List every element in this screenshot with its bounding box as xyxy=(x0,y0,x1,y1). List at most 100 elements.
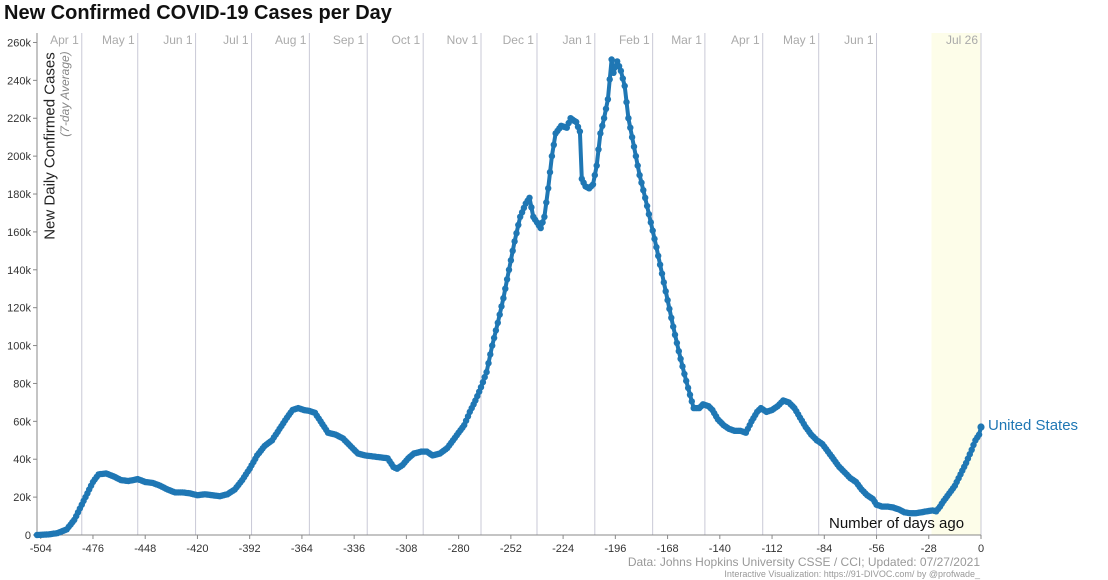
data-point xyxy=(589,181,597,188)
data-point xyxy=(502,285,509,292)
data-point xyxy=(679,363,686,370)
month-label: Jun 1 xyxy=(844,33,874,47)
data-point xyxy=(545,185,552,192)
source-note: Data: Johns Hopkins University CSSE / CC… xyxy=(627,555,980,569)
y-tick-label: 260k xyxy=(7,37,31,49)
data-point xyxy=(649,227,656,234)
data-point xyxy=(602,105,610,113)
x-tick-label: -168 xyxy=(657,543,679,555)
x-tick-label: -140 xyxy=(709,543,731,555)
data-point xyxy=(546,169,554,176)
data-point xyxy=(608,56,615,63)
attribution-link[interactable]: Interactive Visualization: https://91-DI… xyxy=(724,569,980,579)
data-point xyxy=(483,368,490,376)
x-tick-label: -56 xyxy=(869,543,885,555)
y-tick-label: 80k xyxy=(13,378,31,390)
data-point xyxy=(662,288,669,295)
data-point xyxy=(610,69,617,77)
x-tick-label: -448 xyxy=(134,543,156,555)
month-label: Jan 1 xyxy=(562,33,592,47)
recent-period-highlight xyxy=(931,33,981,535)
month-label: Nov 1 xyxy=(447,33,479,47)
data-point xyxy=(975,431,983,438)
y-tick-label: 220k xyxy=(7,113,31,125)
data-point xyxy=(688,398,695,405)
data-point xyxy=(526,194,533,201)
data-point xyxy=(634,162,641,169)
x-axis-label: Number of days ago xyxy=(829,515,965,532)
data-point xyxy=(509,247,516,254)
data-point xyxy=(507,257,515,264)
y-axis-sublabel: (7-day Average) xyxy=(58,51,72,137)
y-tick-label: 20k xyxy=(13,492,31,504)
data-point xyxy=(477,384,485,391)
x-tick-label: -392 xyxy=(239,543,261,555)
data-point xyxy=(638,179,645,186)
y-tick-label: 200k xyxy=(7,151,31,163)
y-tick-label: 100k xyxy=(7,341,31,353)
data-point xyxy=(539,219,546,226)
data-point xyxy=(655,252,662,260)
x-tick-label: -420 xyxy=(186,543,208,555)
data-point xyxy=(660,279,667,286)
y-tick-label: 240k xyxy=(7,75,31,87)
data-point xyxy=(550,141,557,148)
data-point xyxy=(681,370,688,378)
data-point xyxy=(496,311,503,318)
x-tick-label: -476 xyxy=(82,543,104,555)
x-tick-label: -28 xyxy=(921,543,937,555)
data-point xyxy=(513,230,520,237)
data-point xyxy=(600,115,608,122)
data-point xyxy=(541,213,548,220)
x-tick-label: -252 xyxy=(500,543,522,555)
chart-title: New Confirmed COVID-19 Cases per Day xyxy=(4,2,392,24)
data-point xyxy=(498,303,505,310)
data-point xyxy=(511,238,518,245)
data-point xyxy=(666,305,673,313)
data-point xyxy=(489,342,496,349)
data-point xyxy=(675,348,682,355)
y-tick-label: 60k xyxy=(13,416,31,428)
month-label: Oct 1 xyxy=(391,33,420,47)
month-label: Jul 26 xyxy=(946,33,978,47)
data-point xyxy=(595,146,602,153)
data-point xyxy=(628,134,636,141)
data-point xyxy=(606,76,613,83)
data-point xyxy=(481,373,488,381)
x-tick-label: -224 xyxy=(552,543,574,555)
month-label: Dec 1 xyxy=(503,33,535,47)
data-point xyxy=(677,355,684,362)
data-point xyxy=(625,115,632,122)
x-tick-label: -280 xyxy=(448,543,470,555)
data-point xyxy=(640,187,647,194)
data-point xyxy=(479,379,487,386)
month-label: May 1 xyxy=(783,33,816,47)
month-label: Apr 1 xyxy=(731,33,760,47)
data-point xyxy=(591,171,598,179)
data-point xyxy=(647,219,654,226)
data-point xyxy=(968,446,975,453)
data-point xyxy=(492,327,500,334)
data-point xyxy=(619,75,626,82)
data-point xyxy=(593,162,600,169)
data-point xyxy=(658,270,666,277)
data-point-latest xyxy=(977,423,985,431)
x-tick-label: -112 xyxy=(761,543,782,555)
x-tick-label: 0 xyxy=(978,543,984,555)
y-tick-label: 140k xyxy=(7,265,31,277)
x-tick-label: -336 xyxy=(343,543,365,555)
month-label: Jun 1 xyxy=(163,33,193,47)
data-point xyxy=(487,351,494,358)
data-point xyxy=(686,391,694,398)
data-point xyxy=(515,221,522,229)
y-tick-label: 160k xyxy=(7,227,31,239)
data-point xyxy=(503,276,511,283)
data-point xyxy=(632,152,640,160)
y-tick-label: 0 xyxy=(25,530,31,542)
series-label-united-states[interactable]: United States xyxy=(988,417,1079,434)
data-point xyxy=(683,377,690,385)
data-point xyxy=(653,243,660,251)
y-tick-label: 120k xyxy=(7,303,31,315)
data-point xyxy=(636,171,643,179)
